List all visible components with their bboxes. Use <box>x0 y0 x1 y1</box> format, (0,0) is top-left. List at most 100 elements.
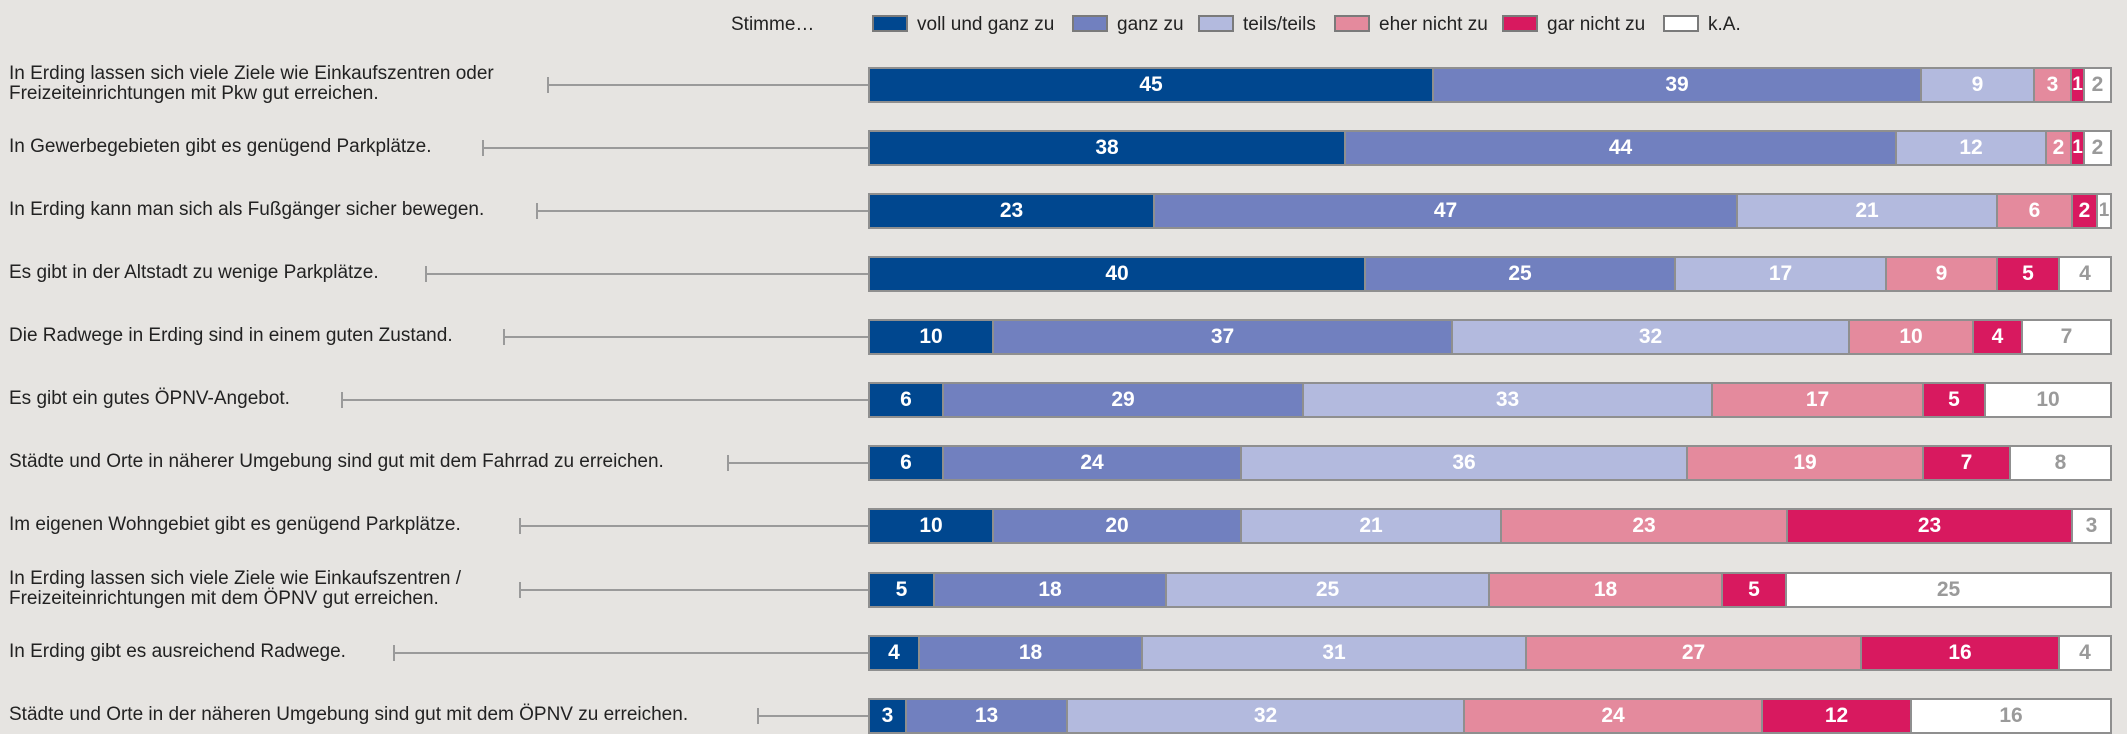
data-label: 29 <box>1111 388 1135 411</box>
bar-segment: 24 <box>944 447 1242 479</box>
legend-swatch <box>1663 15 1699 32</box>
bar-segment: 10 <box>1986 384 2110 416</box>
data-label: 10 <box>2036 388 2060 411</box>
data-label: 38 <box>1095 136 1119 159</box>
data-label: 36 <box>1452 451 1476 474</box>
data-label: 6 <box>2028 199 2041 222</box>
stacked-bar: 45 39 9 3 1 2 <box>868 67 2112 103</box>
bar-segment: 8 <box>2011 447 2110 479</box>
leader-line <box>519 589 868 591</box>
data-label: 16 <box>1999 704 2023 727</box>
bar-segment: 17 <box>1713 384 1924 416</box>
stacked-bar: 4 18 31 27 16 4 <box>868 635 2112 671</box>
data-label: 9 <box>1935 262 1948 285</box>
stacked-bar: 40 25 17 9 5 4 <box>868 256 2112 292</box>
data-label: 1 <box>2072 74 2083 95</box>
bar-segment: 7 <box>2023 321 2110 353</box>
leader-line <box>482 147 868 149</box>
bar-segment: 18 <box>935 574 1167 606</box>
legend-swatch <box>1502 15 1538 32</box>
category-label: Städte und Orte in der näheren Umgebung … <box>9 704 689 725</box>
bar-segment: 4 <box>870 637 920 669</box>
bar-segment: 4 <box>2060 637 2110 669</box>
bar-segment: 18 <box>1490 574 1723 606</box>
data-label: 10 <box>919 514 943 537</box>
data-label: 33 <box>1495 388 1520 411</box>
leader-line <box>536 210 868 212</box>
bar-segment: 21 <box>1738 195 1998 227</box>
bar-segment: 5 <box>1998 258 2060 290</box>
bar-segment: 33 <box>1304 384 1713 416</box>
legend-label: voll und ganz zu <box>917 14 1055 35</box>
bar-segment: 20 <box>994 510 1242 542</box>
bar-segment: 40 <box>870 258 1366 290</box>
bar-segment: 2 <box>2085 69 2110 101</box>
leader-line <box>519 525 868 527</box>
data-label: 31 <box>1322 641 1346 664</box>
bar-segment: 2 <box>2047 132 2072 164</box>
data-label: 9 <box>1971 73 1984 96</box>
bar-segment: 13 <box>907 700 1068 732</box>
bar-segment: 7 <box>1924 447 2011 479</box>
data-label: 25 <box>1315 578 1340 601</box>
data-label: 4 <box>2079 641 2091 664</box>
leader-line <box>425 273 868 275</box>
bar-segment: 3 <box>2073 510 2110 542</box>
data-label: 39 <box>1665 73 1689 96</box>
legend-label: teils/teils <box>1243 14 1316 35</box>
bar-segment: 10 <box>1850 321 1974 353</box>
data-label: 12 <box>1824 704 1849 727</box>
data-label: 5 <box>1948 388 1960 411</box>
bar-segment: 21 <box>1242 510 1502 542</box>
legend-swatch <box>872 15 908 32</box>
data-label: 1 <box>2098 200 2110 221</box>
data-label: 18 <box>1593 578 1618 601</box>
bar-segment: 1 <box>2072 132 2085 164</box>
bar-segment: 25 <box>1787 574 2110 606</box>
bar-segment: 4 <box>2060 258 2110 290</box>
data-label: 4 <box>1991 325 2004 348</box>
bar-segment: 29 <box>944 384 1304 416</box>
leader-line <box>547 84 868 86</box>
category-label: In Erding gibt es ausreichend Radwege. <box>9 641 346 662</box>
data-label: 1 <box>2072 137 2083 158</box>
data-label: 5 <box>895 578 908 601</box>
bar-segment: 23 <box>1788 510 2073 542</box>
data-label: 3 <box>2046 73 2059 96</box>
stacked-bar: 10 37 32 10 4 7 <box>868 319 2112 355</box>
category-label: Es gibt in der Altstadt zu wenige Parkpl… <box>9 262 379 283</box>
bar-segment: 6 <box>870 384 944 416</box>
data-label: 27 <box>1681 641 1706 664</box>
bar-segment: 23 <box>1502 510 1788 542</box>
legend-prefix: Stimme… <box>731 14 815 35</box>
bar-segment: 37 <box>994 321 1453 353</box>
bar-segment: 36 <box>1242 447 1688 479</box>
bar-segment: 9 <box>1922 69 2035 101</box>
bar-segment: 24 <box>1465 700 1763 732</box>
bar-segment: 6 <box>870 447 944 479</box>
leader-line <box>503 336 868 338</box>
data-label: 40 <box>1105 262 1129 285</box>
bar-segment: 1 <box>2098 195 2110 227</box>
data-label: 44 <box>1608 136 1633 159</box>
data-label: 4 <box>888 641 900 664</box>
data-label: 23 <box>999 199 1024 222</box>
data-label: 2 <box>2052 136 2065 159</box>
data-label: 32 <box>1253 704 1278 727</box>
category-label: Im eigenen Wohngebiet gibt es genügend P… <box>9 514 461 535</box>
bar-segment: 1 <box>2072 69 2085 101</box>
bar-segment: 2 <box>2073 195 2098 227</box>
leader-line <box>757 715 868 717</box>
data-label: 32 <box>1638 325 1663 348</box>
data-label: 5 <box>1748 578 1760 601</box>
bar-segment: 3 <box>2035 69 2072 101</box>
legend-label: gar nicht zu <box>1547 14 1646 35</box>
data-label: 10 <box>1899 325 1923 348</box>
stacked-bar: 5 18 25 18 5 25 <box>868 572 2112 608</box>
legend-label: k.A. <box>1708 14 1741 35</box>
data-label: 21 <box>1855 199 1879 222</box>
data-label: 13 <box>974 704 999 727</box>
data-label: 16 <box>1948 641 1972 664</box>
data-label: 23 <box>1917 514 1942 537</box>
bar-segment: 19 <box>1688 447 1924 479</box>
